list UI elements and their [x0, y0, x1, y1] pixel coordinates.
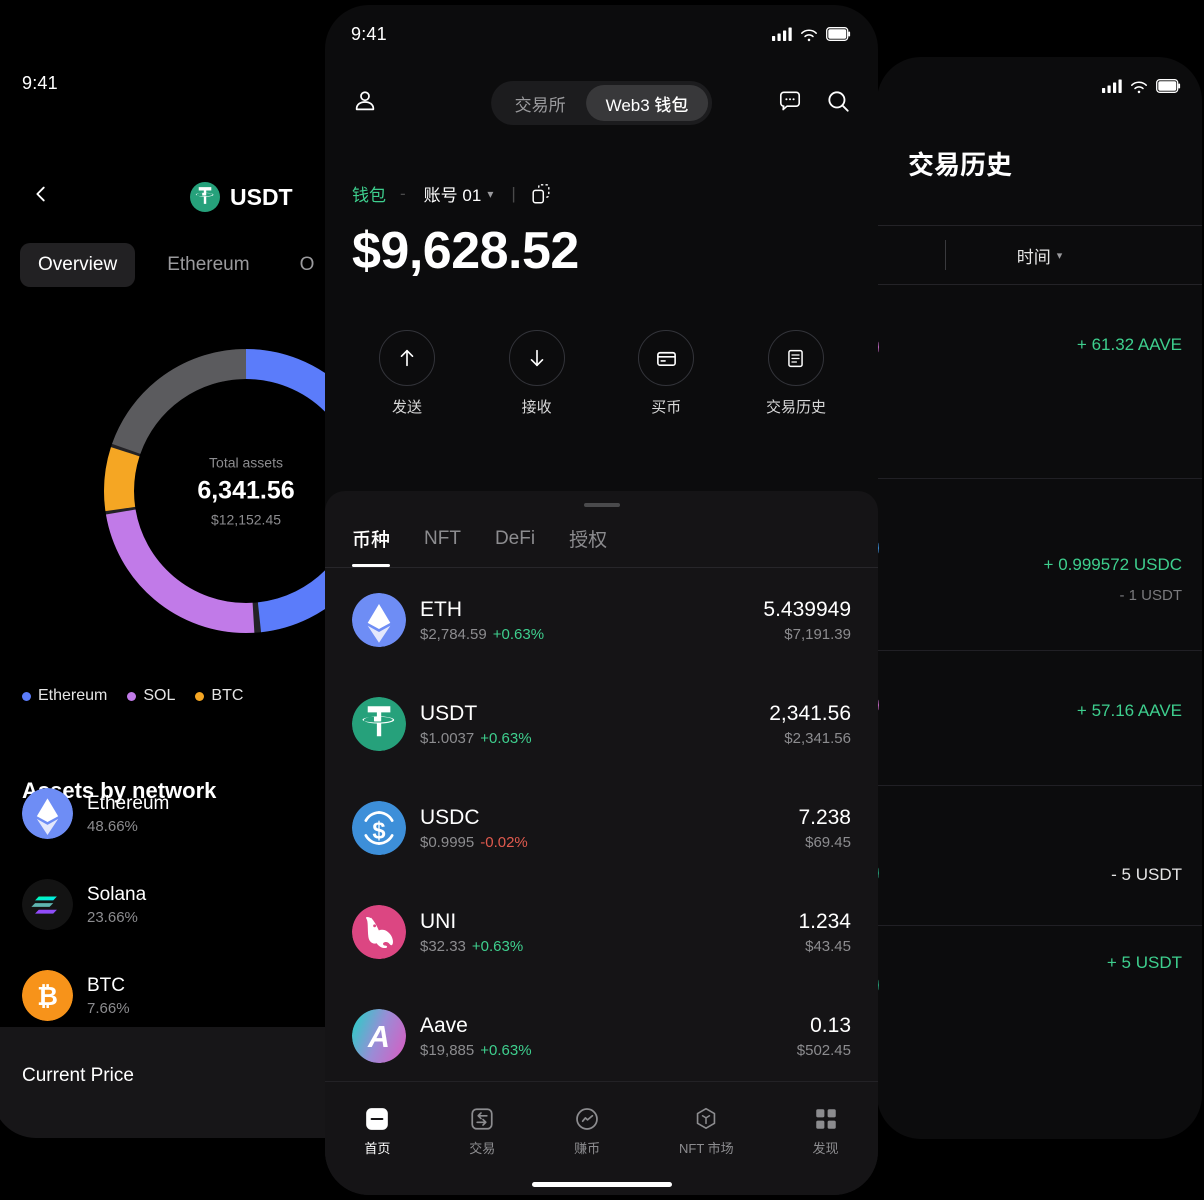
svg-text:₿: ₿ — [37, 983, 58, 1011]
svg-text:$: $ — [372, 819, 385, 845]
svg-text:A: A — [367, 1021, 390, 1054]
